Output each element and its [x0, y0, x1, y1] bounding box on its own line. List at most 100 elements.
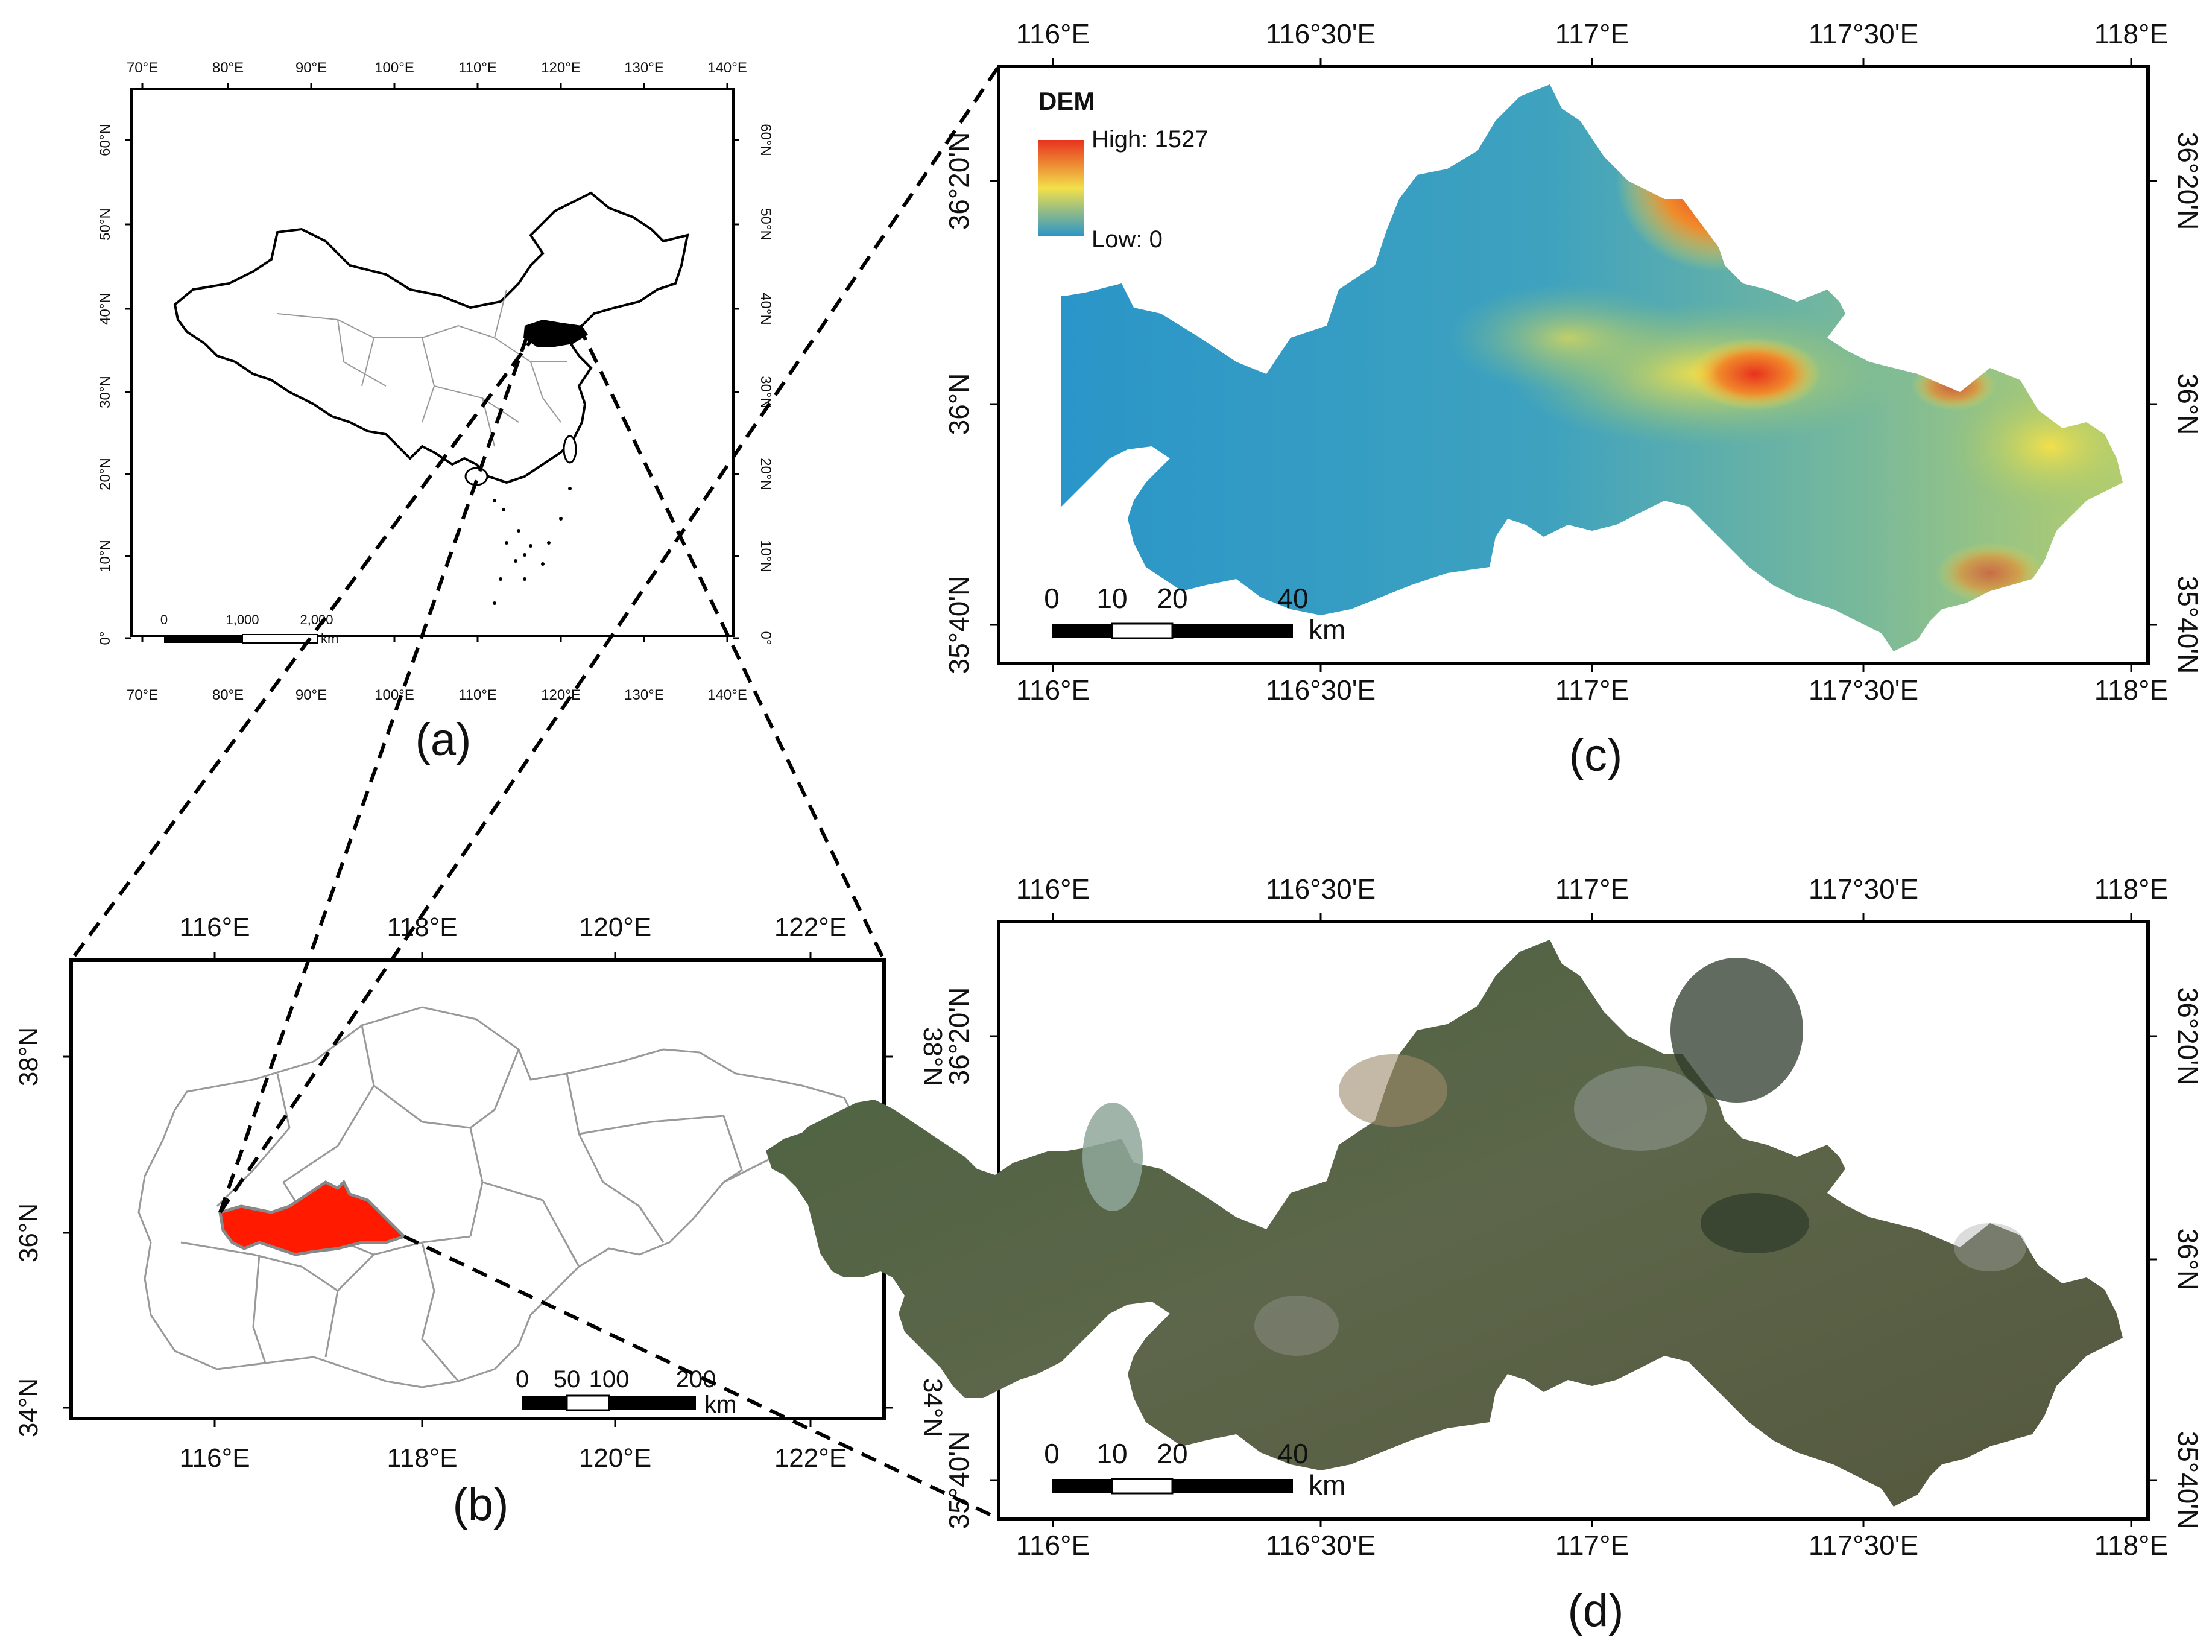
scale-b-1: 50	[554, 1366, 581, 1393]
scale-b-2: 100	[589, 1366, 630, 1393]
scale-d-0: 0	[1044, 1438, 1060, 1469]
lon-label-top: 117°30'E	[1809, 873, 1918, 905]
lon-label-top: 70°E	[127, 60, 158, 76]
lon-label-bottom: 117°E	[1555, 674, 1629, 706]
panel-b-shandong-map: 116°E116°E118°E118°E120°E120°E122°E122°E…	[14, 913, 947, 1530]
panel-c-frame	[997, 65, 2150, 665]
caption-a: (a)	[416, 714, 472, 765]
lat-label-left: 10°N	[97, 540, 113, 572]
zoom-connectors	[69, 65, 1000, 1521]
lon-label-top: 118°E	[2094, 18, 2168, 49]
lon-label-top: 100°E	[374, 60, 414, 76]
lon-label-top: 118°E	[2094, 873, 2168, 905]
lon-label-top: 117°E	[1555, 18, 1629, 49]
south-china-sea-islands	[493, 487, 572, 605]
lon-label-bottom: 120°E	[579, 1443, 651, 1473]
lat-label-left: 36°N	[943, 373, 975, 435]
scale-b-unit: km	[704, 1391, 736, 1418]
lon-label-top: 120°E	[579, 913, 651, 942]
lat-label-left: 50°N	[97, 208, 113, 241]
lon-label-bottom: 118°E	[2094, 1530, 2168, 1561]
lon-label-top: 90°E	[295, 60, 327, 76]
lon-label-bottom: 120°E	[541, 687, 581, 703]
lat-label-left: 0°	[97, 631, 113, 645]
lat-label-left: 34°N	[14, 1378, 43, 1437]
lon-label-bottom: 70°E	[127, 687, 158, 703]
lat-label-left: 35°40'N	[943, 576, 975, 674]
shandong-highlight	[523, 320, 588, 347]
lat-label-right: 35°40'N	[2172, 1431, 2204, 1530]
lon-label-bottom: 117°30'E	[1809, 1530, 1918, 1561]
connector-b-d	[403, 1235, 1000, 1521]
lon-label-bottom: 116°E	[1016, 1530, 1090, 1561]
lon-label-bottom: 80°E	[212, 687, 244, 703]
china-province-lines	[277, 289, 567, 447]
lon-label-bottom: 118°E	[387, 1443, 457, 1473]
scale-d-2: 20	[1157, 1438, 1187, 1469]
panel-c-lat-labels: 35°40'N 35°40'N 36°N 36°N 36°20'N 36°20'N	[943, 132, 2204, 674]
panel-a-frame	[130, 88, 735, 637]
connector-a-b-right	[577, 324, 886, 961]
lon-label-top: 122°E	[774, 913, 847, 942]
scale-a-0: 0	[160, 612, 168, 627]
lon-label-bottom: 122°E	[774, 1443, 847, 1473]
taiwan-island	[563, 435, 577, 464]
lon-label-top: 130°E	[624, 60, 664, 76]
scale-a-unit: km	[321, 631, 338, 646]
lon-label-bottom: 130°E	[624, 687, 664, 703]
lat-label-left: 36°20'N	[943, 987, 975, 1086]
lon-label-bottom: 116°E	[1016, 674, 1090, 706]
panel-c-scale-bar: 0 10 20 40 km	[1044, 583, 1345, 645]
lon-label-bottom: 116°E	[179, 1443, 250, 1473]
panel-a-china-map: 70°E 70°E 80°E 80°E 90°E 90°E 100°E 100°E 110°E 1…	[97, 60, 774, 765]
dem-legend: DEM High: 1527 Low: 0	[1038, 87, 1208, 253]
lon-label-bottom: 116°30'E	[1266, 674, 1376, 706]
lat-label-right: 36°N	[2172, 1229, 2204, 1291]
panel-d-satellite-map: 116°E 116°E 116°30'E 116°30'E 117°E 117°E 117°…	[766, 873, 2204, 1636]
scale-d-1: 10	[1096, 1438, 1127, 1469]
lat-label-right: 35°40'N	[2172, 576, 2204, 674]
scale-d-3: 40	[1277, 1438, 1308, 1469]
panel-b-scale-bar: 0 50 100 200 km	[516, 1366, 736, 1418]
dem-legend-title: DEM	[1038, 87, 1095, 115]
panel-d-lon-labels: 116°E 116°E 116°30'E 116°30'E 117°E 117°E 117°…	[1016, 873, 2168, 1561]
lon-label-top: 116°E	[1016, 873, 1090, 905]
lat-label-right: 36°20'N	[2172, 132, 2204, 230]
lon-label-bottom: 117°30'E	[1809, 674, 1918, 706]
dem-raster	[1061, 84, 2123, 651]
panel-a-lon-labels: 70°E 70°E 80°E 80°E 90°E 90°E 100°E 100°E 110°E 1…	[127, 60, 747, 703]
lat-label-right: 38°N	[918, 1027, 947, 1086]
lon-label-top: 80°E	[212, 60, 244, 76]
lon-label-bottom: 90°E	[295, 687, 327, 703]
scale-c-0: 0	[1044, 583, 1060, 614]
connector-b-c	[218, 65, 1000, 1214]
caption-c: (c)	[1569, 730, 1623, 781]
lon-label-bottom: 118°E	[2094, 674, 2168, 706]
panel-a-lat-labels: 0° 0° 10°N 10°N 20°N 20°N 30°N 30°N 40°N 40°N 50°N…	[97, 124, 774, 645]
dem-legend-low: Low: 0	[1092, 226, 1163, 253]
lat-label-left: 38°N	[14, 1027, 43, 1086]
lat-label-right: 10°N	[757, 540, 774, 572]
lon-label-top: 120°E	[541, 60, 581, 76]
lat-label-left: 20°N	[97, 458, 113, 490]
lat-label-right: 36°20'N	[2172, 987, 2204, 1086]
scale-c-unit: km	[1309, 614, 1345, 645]
scale-b-0: 0	[516, 1366, 529, 1393]
lon-label-top: 110°E	[458, 60, 497, 76]
panel-a-scale-bar: 0 1,000 2,000 km	[160, 612, 338, 646]
lon-label-top: 117°E	[1555, 873, 1629, 905]
lat-label-right: 0°	[757, 631, 774, 645]
lon-label-bottom: 110°E	[458, 687, 497, 703]
panel-c-dem-map: 116°E 116°E 116°30'E 116°30'E 117°E 117°E 117°…	[943, 18, 2204, 781]
lon-label-top: 140°E	[707, 60, 747, 76]
scale-c-2: 20	[1157, 583, 1187, 614]
lon-label-top: 116°E	[1016, 18, 1090, 49]
lon-label-bottom: 140°E	[707, 687, 747, 703]
dem-legend-ramp	[1038, 140, 1084, 236]
lon-label-bottom: 100°E	[374, 687, 414, 703]
scale-a-2: 2,000	[300, 612, 333, 627]
lat-label-left: 30°N	[97, 376, 113, 408]
panel-d-scale-bar: 0 10 20 40 km	[1044, 1438, 1345, 1501]
lat-label-left: 36°20'N	[943, 132, 975, 230]
